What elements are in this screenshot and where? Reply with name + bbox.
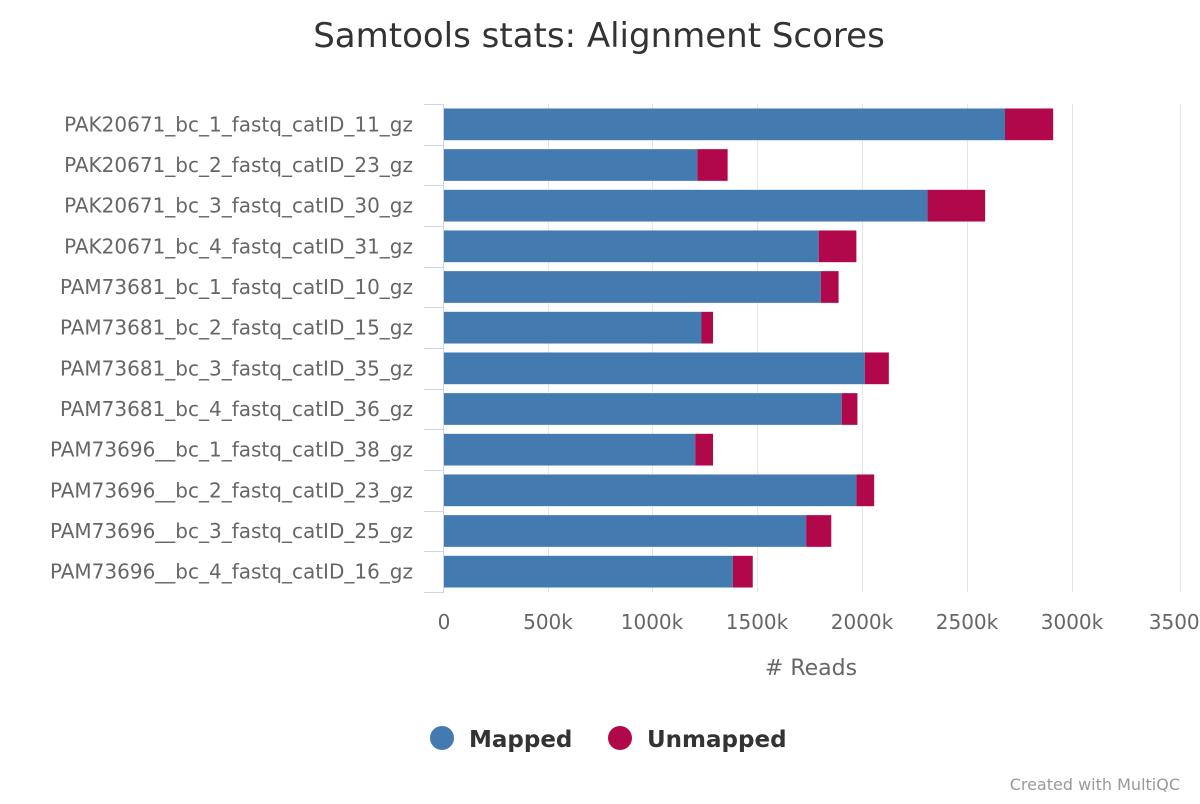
bar-mapped-4[interactable] (444, 230, 819, 263)
bar-mapped-10[interactable] (444, 474, 857, 507)
category-labels: PAK20671_bc_1_fastq_catID_11_gz PAK20671_… (50, 112, 413, 583)
bar-mapped-7[interactable] (444, 352, 865, 385)
legend-label-unmapped[interactable]: Unmapped (647, 727, 787, 753)
bar-unmapped-11[interactable] (806, 515, 832, 547)
x-tick-label: 1000k (621, 610, 684, 634)
category-label: PAM73696__bc_4_fastq_catID_16_gz (50, 560, 413, 584)
x-axis-title: # Reads (765, 656, 857, 681)
bar-mapped-5[interactable] (444, 271, 821, 303)
legend-marker-mapped[interactable] (430, 726, 454, 750)
category-label: PAM73696__bc_2_fastq_catID_23_gz (50, 478, 413, 502)
bar-unmapped-9[interactable] (695, 433, 713, 466)
bar-unmapped-8[interactable] (841, 393, 858, 425)
credit-text[interactable]: Created with MultiQC (1010, 775, 1180, 794)
category-label: PAK20671_bc_3_fastq_catID_30_gz (64, 194, 413, 218)
bar-mapped-3[interactable] (444, 189, 928, 222)
category-label: PAM73696__bc_1_fastq_catID_38_gz (50, 438, 413, 462)
bar-unmapped-3[interactable] (927, 189, 986, 222)
bar-unmapped-4[interactable] (818, 230, 857, 263)
category-label: PAM73696__bc_3_fastq_catID_25_gz (50, 519, 413, 543)
x-tick-label: 1500k (726, 610, 789, 634)
bar-unmapped-6[interactable] (701, 311, 713, 344)
bar-mapped-11[interactable] (444, 515, 807, 547)
category-label: PAM73681_bc_4_fastq_catID_36_gz (60, 397, 413, 421)
bar-mapped-9[interactable] (444, 433, 696, 466)
bar-mapped-12[interactable] (444, 555, 733, 588)
category-label: PAM73681_bc_3_fastq_catID_35_gz (60, 356, 413, 380)
x-tick-label: 2500k (936, 610, 999, 634)
bar-mapped-8[interactable] (444, 393, 842, 425)
grid-lines (548, 104, 1181, 592)
bar-unmapped-7[interactable] (864, 352, 889, 385)
category-label: PAM73681_bc_1_fastq_catID_10_gz (60, 275, 413, 299)
bar-unmapped-5[interactable] (820, 271, 839, 303)
bar-unmapped-10[interactable] (856, 474, 875, 507)
bar-mapped-1[interactable] (444, 108, 1006, 141)
x-tick-label: 2000k (831, 610, 894, 634)
legend-marker-unmapped[interactable] (608, 726, 632, 750)
bars[interactable] (444, 108, 1054, 588)
bar-mapped-6[interactable] (444, 311, 702, 344)
category-label: PAK20671_bc_1_fastq_catID_11_gz (64, 112, 413, 136)
x-tick-label: 0 (438, 610, 451, 634)
bar-unmapped-2[interactable] (697, 149, 728, 181)
bar-unmapped-1[interactable] (1005, 108, 1054, 141)
x-tick-label: 500k (523, 610, 573, 634)
category-label: PAK20671_bc_2_fastq_catID_23_gz (64, 153, 413, 177)
legend[interactable]: Mapped Unmapped (430, 726, 787, 753)
x-tick-labels: 0 500k 1000k 1500k 2000k 2500k 3000k 3500k (438, 610, 1200, 634)
axes (424, 104, 444, 593)
category-label: PAM73681_bc_2_fastq_catID_15_gz (60, 316, 413, 340)
x-tick-label: 3500k (1149, 610, 1200, 634)
legend-label-mapped[interactable]: Mapped (469, 727, 572, 753)
category-label: PAK20671_bc_4_fastq_catID_31_gz (64, 234, 413, 258)
chart-title: Samtools stats: Alignment Scores (313, 16, 885, 56)
x-tick-label: 3000k (1041, 610, 1104, 634)
bar-unmapped-12[interactable] (732, 555, 753, 588)
bar-mapped-2[interactable] (444, 149, 698, 181)
